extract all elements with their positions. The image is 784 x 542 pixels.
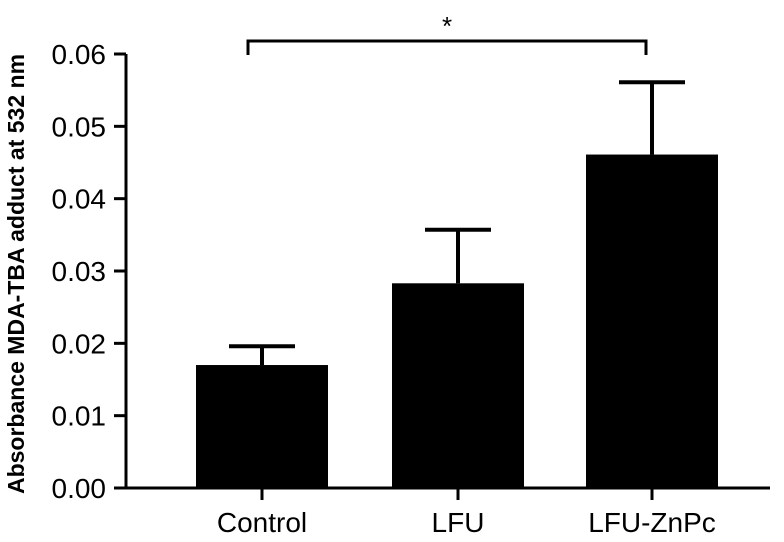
bar [586, 154, 718, 488]
y-axis-label: Absorbance MDA-TBA adduct at 532 nm [3, 54, 29, 494]
x-tick-label: LFU-ZnPc [588, 507, 716, 538]
y-tick-label: 0.04 [52, 184, 107, 215]
significance-bracket: * [246, 11, 648, 55]
bars [196, 154, 718, 488]
y-tick-label: 0.02 [52, 328, 107, 359]
y-tick-label: 0.00 [52, 473, 107, 504]
x-tick-label: LFU [432, 507, 485, 538]
y-tick-label: 0.06 [52, 39, 107, 70]
significance-line [246, 39, 648, 55]
significance-star: * [442, 11, 452, 41]
bar [392, 283, 524, 488]
x-tick-label: Control [217, 507, 307, 538]
y-tick-label: 0.01 [52, 401, 107, 432]
axes: 0.00 0.01 0.02 0.03 0.04 0.05 0.06 Control LFU LF… [52, 39, 770, 538]
y-tick-label: 0.03 [52, 256, 107, 287]
error-bars [229, 80, 685, 366]
bar [196, 365, 328, 488]
y-tick-label: 0.05 [52, 111, 107, 142]
